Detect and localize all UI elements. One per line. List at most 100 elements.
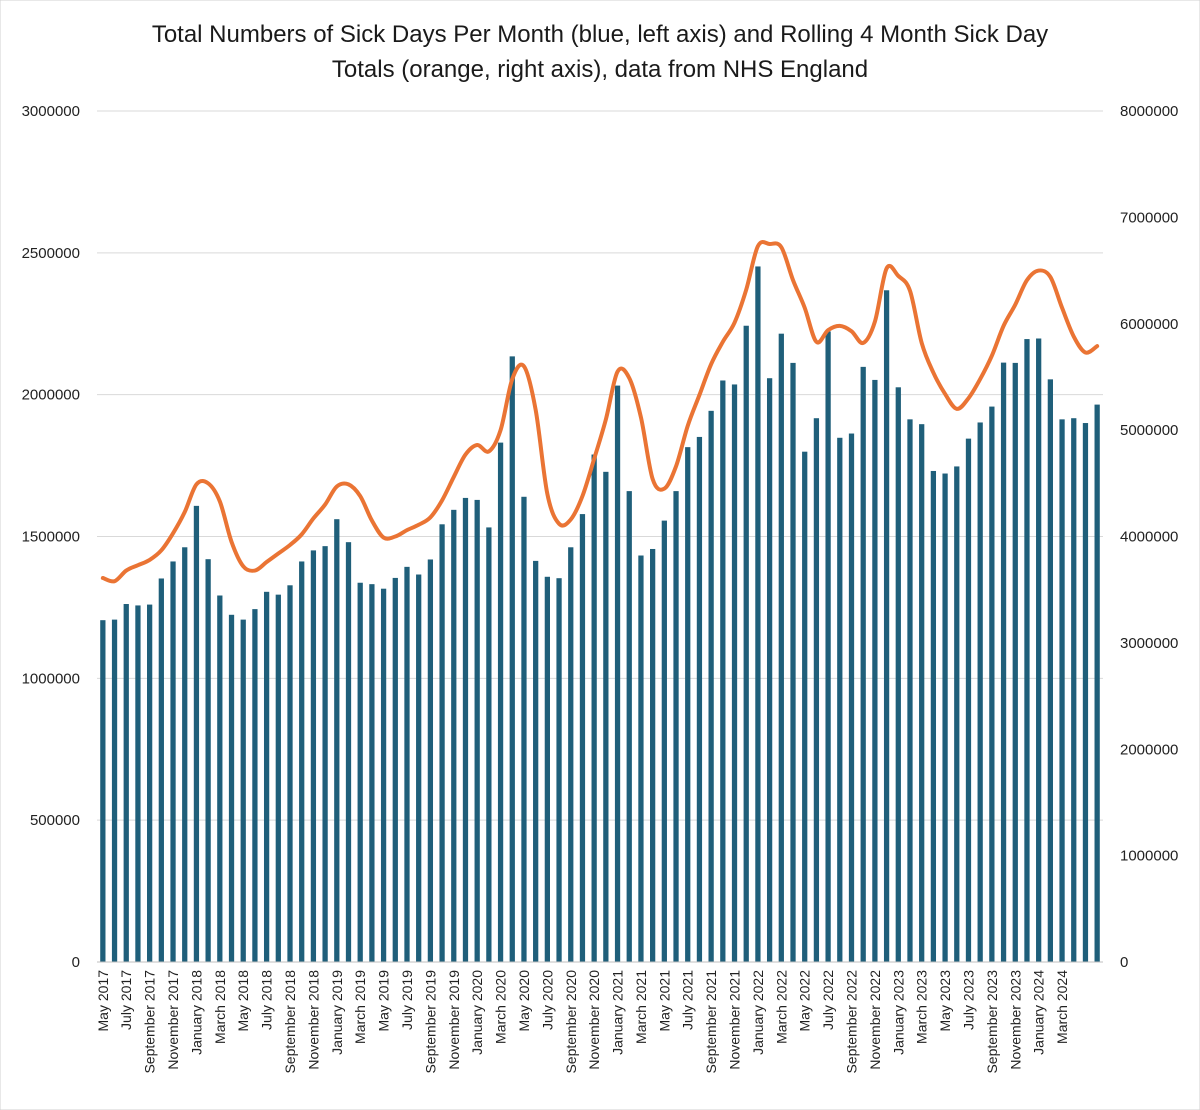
bar — [556, 578, 562, 962]
bar — [533, 560, 539, 962]
bar — [392, 577, 398, 962]
bar — [427, 559, 434, 962]
bar — [544, 576, 550, 962]
x-tick-label: January 2020 — [469, 970, 485, 1055]
left-tick-label: 1500000 — [22, 529, 80, 546]
chart-title-line-2: Totals (orange, right axis), data from N… — [332, 56, 868, 83]
bar — [895, 387, 901, 962]
bar — [977, 422, 983, 962]
right-tick-label: 1000000 — [1120, 848, 1178, 865]
right-tick-label: 0 — [1120, 954, 1128, 971]
x-tick-label: March 2022 — [773, 970, 789, 1044]
bar — [486, 527, 492, 962]
x-tick-label: March 2018 — [212, 970, 228, 1044]
left-tick-label: 1000000 — [22, 670, 80, 687]
bar — [509, 356, 515, 962]
x-tick-label: November 2020 — [586, 970, 602, 1070]
bar — [1000, 362, 1007, 963]
bar — [837, 437, 843, 962]
bar — [860, 366, 866, 963]
right-tick-label: 8000000 — [1120, 103, 1178, 120]
bar — [240, 619, 246, 962]
x-tick-label: May 2019 — [376, 970, 392, 1032]
bar — [930, 470, 937, 962]
bar — [275, 594, 281, 962]
rolling-total-line — [100, 240, 1100, 584]
bar — [872, 379, 878, 962]
bar — [848, 433, 855, 962]
bar — [708, 410, 714, 962]
bar — [696, 436, 703, 963]
line-series — [100, 240, 1100, 584]
chart-title-line-1: Total Numbers of Sick Days Per Month (bl… — [152, 21, 1048, 48]
bar — [1082, 423, 1089, 962]
x-tick-label: May 2023 — [937, 970, 953, 1032]
x-tick-label: May 2022 — [797, 970, 813, 1032]
bar — [626, 491, 632, 962]
x-tick-label: July 2018 — [259, 970, 275, 1030]
x-tick-label: July 2021 — [680, 970, 696, 1030]
bar — [813, 418, 820, 962]
x-tick-label: March 2020 — [493, 970, 509, 1044]
bar — [1059, 419, 1065, 962]
right-tick-label: 4000000 — [1120, 529, 1178, 546]
x-tick-label: July 2022 — [820, 970, 836, 1030]
bar — [299, 561, 305, 962]
bar — [497, 442, 504, 962]
left-tick-label: 3000000 — [22, 103, 80, 120]
x-tick-label: July 2017 — [118, 970, 134, 1030]
bar — [778, 333, 784, 962]
bar — [193, 505, 200, 962]
x-tick-label: May 2021 — [656, 970, 672, 1032]
x-tick-label: September 2020 — [563, 970, 579, 1074]
bar — [252, 609, 258, 962]
bar — [228, 614, 235, 962]
bar — [568, 547, 574, 962]
x-tick-label: January 2021 — [610, 970, 626, 1055]
x-tick-label: November 2021 — [727, 970, 743, 1070]
left-tick-label: 500000 — [30, 812, 80, 829]
bar — [147, 604, 153, 962]
bar — [743, 325, 749, 962]
bar — [439, 524, 445, 962]
bar — [380, 588, 387, 962]
left-y-axis: 0 500000 1000000 1500000 2000000 2500000 30000… — [22, 103, 80, 971]
bar — [357, 582, 363, 962]
bar — [965, 438, 972, 962]
bar — [521, 496, 527, 962]
bar — [802, 451, 808, 962]
bar — [135, 605, 141, 962]
bar — [661, 520, 667, 962]
bar — [111, 619, 118, 962]
x-tick-label: November 2018 — [305, 970, 321, 1070]
x-tick-label: September 2019 — [422, 970, 438, 1074]
bar — [310, 550, 317, 962]
x-tick-label: September 2021 — [703, 970, 719, 1074]
bar — [158, 578, 164, 962]
x-tick-label: January 2019 — [329, 970, 345, 1055]
x-tick-label: May 2018 — [235, 970, 251, 1032]
bar — [731, 384, 738, 962]
x-tick-label: March 2021 — [633, 970, 649, 1044]
right-tick-label: 7000000 — [1120, 209, 1178, 226]
bar — [287, 585, 293, 962]
x-tick-label: September 2017 — [142, 970, 158, 1074]
bar — [369, 584, 375, 962]
bar — [1024, 339, 1030, 962]
x-tick-label: March 2024 — [1054, 970, 1070, 1044]
bar — [883, 290, 890, 962]
bar — [942, 473, 948, 962]
left-tick-label: 0 — [72, 954, 80, 971]
x-tick-label: March 2019 — [352, 970, 368, 1044]
bar — [591, 454, 597, 962]
left-tick-label: 2500000 — [22, 245, 80, 262]
bar — [614, 385, 621, 962]
bar — [989, 406, 995, 962]
x-tick-label: September 2023 — [984, 970, 1000, 1074]
bar — [263, 591, 270, 962]
right-tick-label: 2000000 — [1120, 741, 1178, 758]
bar — [954, 466, 960, 962]
bar — [123, 604, 129, 962]
